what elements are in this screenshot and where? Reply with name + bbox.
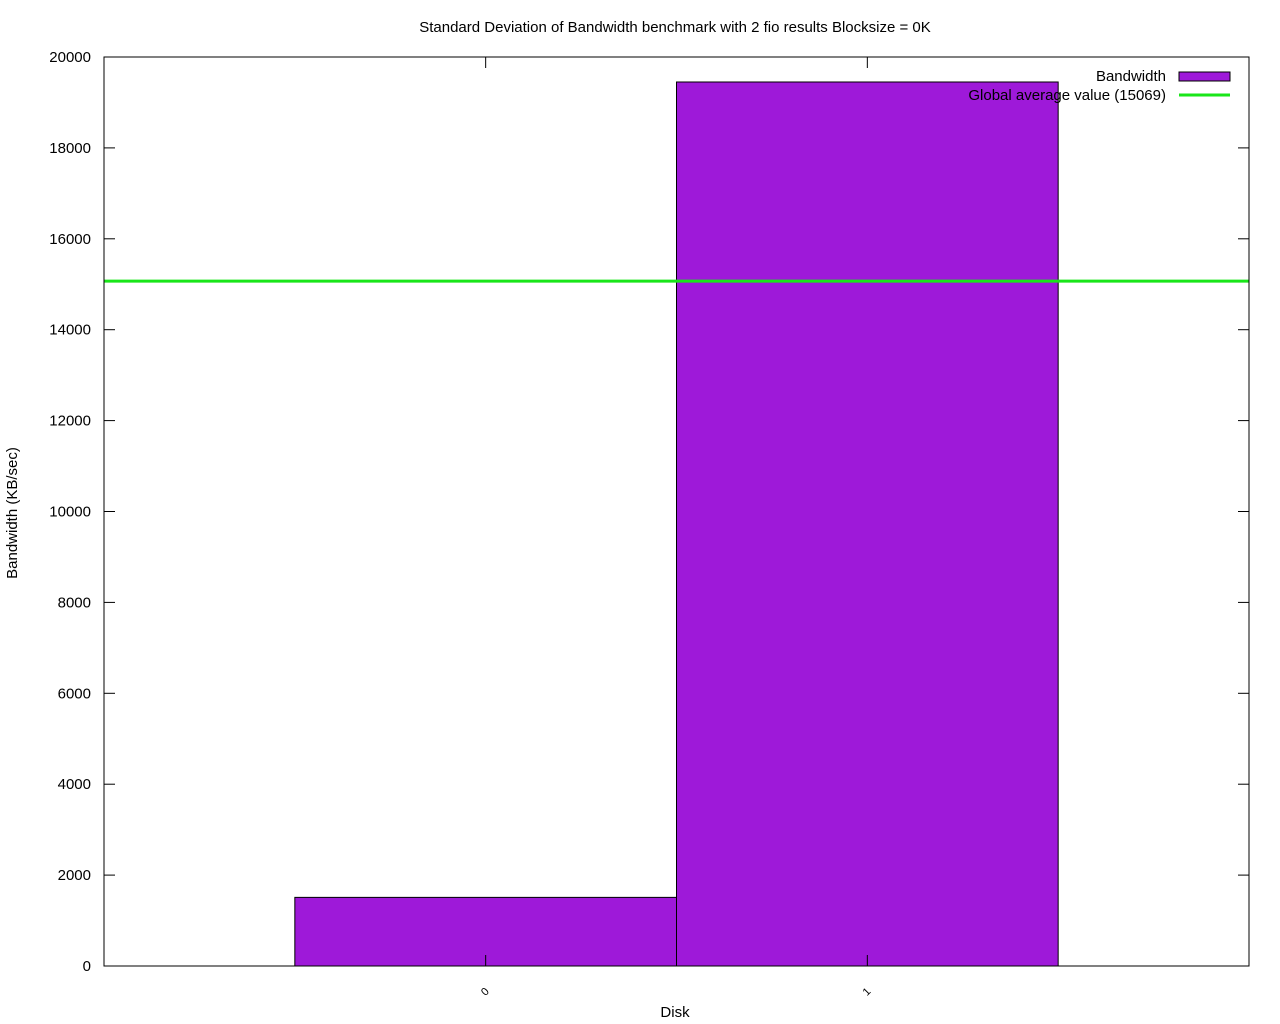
bar-disk-1: [676, 81, 1059, 967]
y-tick-label: 6000: [58, 685, 91, 702]
ticks-layer: 0 2000 4000 6000 8000 10000 12000 14000 16000 180…: [49, 49, 1249, 998]
legend-label-bandwidth: Bandwidth: [1096, 68, 1166, 85]
y-tick-label: 4000: [58, 776, 91, 793]
legend: Bandwidth Global average value (15069): [968, 68, 1231, 104]
x-axis-label: Disk: [660, 1004, 690, 1021]
y-tick-label: 20000: [49, 49, 91, 66]
x-tick-label: 0: [479, 986, 492, 999]
y-axis-label: Bandwidth (KB/sec): [4, 447, 21, 579]
y-tick-label: 10000: [49, 504, 91, 521]
y-tick-label: 14000: [49, 322, 91, 339]
y-tick-label: 2000: [58, 867, 91, 884]
y-tick-label: 16000: [49, 231, 91, 248]
y-tick-label: 0: [83, 958, 91, 975]
legend-key-bandwidth: [1178, 71, 1231, 82]
y-tick-label: 8000: [58, 594, 91, 611]
x-tick-label: 1: [861, 986, 874, 999]
bars-layer: [294, 81, 1059, 967]
y-tick-label: 12000: [49, 413, 91, 430]
legend-label-global-average: Global average value (15069): [968, 87, 1166, 104]
y-tick-label: 18000: [49, 140, 91, 157]
bar-disk-0: [294, 896, 677, 967]
chart-title: Standard Deviation of Bandwidth benchmar…: [419, 19, 931, 36]
